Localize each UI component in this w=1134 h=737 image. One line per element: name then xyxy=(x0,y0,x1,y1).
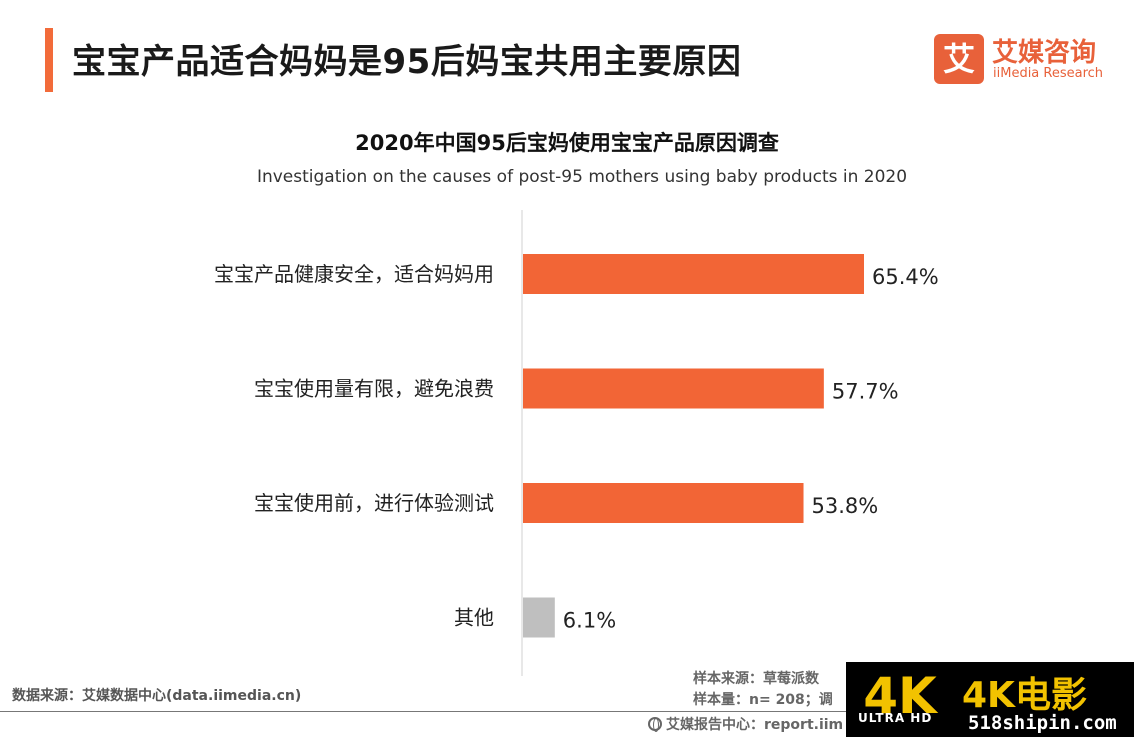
footer-divider xyxy=(0,711,1134,712)
bar xyxy=(523,597,555,638)
value-label: 65.4% xyxy=(872,265,939,289)
watermark-badge: 4K xyxy=(854,664,946,728)
page-title: 宝宝产品适合妈妈是95后妈宝共用主要原因 xyxy=(72,42,742,82)
value-label: 57.7% xyxy=(832,380,899,404)
chart-title: 2020年中国95后宝妈使用宝宝产品原因调查 xyxy=(355,131,779,155)
iimedia-logo: 艾 艾媒咨询 iiMedia Research xyxy=(934,32,1124,86)
watermark-badge-text: 4K xyxy=(863,667,937,725)
data-source: 数据来源：艾媒数据中心(data.iimedia.cn) xyxy=(12,688,302,704)
watermark-overlay: 4K ULTRA HD 4K电影 518shipin.com xyxy=(846,662,1134,737)
globe-icon xyxy=(648,717,662,732)
bar xyxy=(523,368,824,409)
chart-subtitle: Investigation on the causes of post-95 m… xyxy=(256,167,908,187)
logo-name-en: iiMedia Research xyxy=(993,66,1104,81)
logo-name-cn: 艾媒咨询 xyxy=(992,38,1097,68)
value-label: 53.8% xyxy=(812,494,879,518)
title-accent-bar xyxy=(45,28,53,92)
bar xyxy=(523,483,804,523)
report-center-text: 艾媒报告中心：report.iim xyxy=(666,717,844,733)
logo-mark: 艾 xyxy=(934,34,984,84)
category-label: 宝宝使用量有限，避免浪费 xyxy=(254,377,494,401)
value-label: 6.1% xyxy=(563,609,616,633)
watermark-site: 518shipin.com xyxy=(968,712,1117,734)
watermark-badge-subtext: ULTRA HD xyxy=(858,711,933,725)
sample-size: 样本量：n= 208；调 xyxy=(693,692,833,708)
category-label: 宝宝使用前，进行体验测试 xyxy=(254,491,494,515)
report-center: 艾媒报告中心：report.iim xyxy=(648,714,843,734)
logo-glyph: 艾 xyxy=(942,40,975,78)
watermark-brand: 4K电影 xyxy=(962,675,1087,716)
category-label: 宝宝产品健康安全，适合妈妈用 xyxy=(214,262,494,286)
category-label: 其他 xyxy=(454,606,494,630)
sample-source: 样本来源：草莓派数 xyxy=(693,671,819,687)
bar xyxy=(523,254,864,294)
